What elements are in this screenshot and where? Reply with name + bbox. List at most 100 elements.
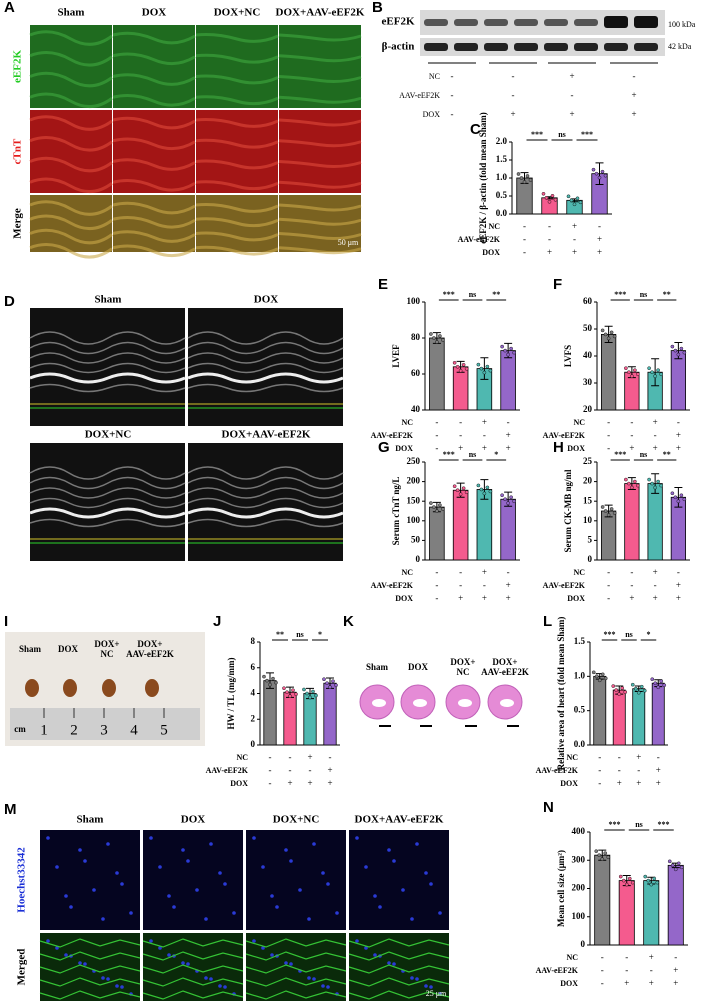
dot (512, 350, 516, 355)
tissue-texture (278, 75, 362, 83)
tissue-texture (195, 118, 279, 128)
sign: + (653, 443, 658, 453)
sign: - (625, 952, 628, 962)
tissue-texture (112, 52, 196, 66)
nucleus (149, 939, 153, 943)
echo-wave (29, 362, 186, 374)
sign: + (569, 71, 574, 81)
echo-wave (29, 497, 186, 509)
sign: - (625, 965, 628, 975)
dot (656, 685, 661, 690)
band (484, 19, 508, 26)
band (634, 43, 658, 51)
nucleus (401, 888, 405, 892)
nucleus (424, 984, 428, 988)
sign: - (435, 443, 438, 453)
dot (603, 332, 608, 337)
dot (550, 193, 555, 198)
nucleus (129, 911, 133, 915)
y-tick-label: 50 (411, 534, 421, 544)
sign: - (607, 580, 610, 590)
dot (482, 491, 487, 496)
sign: - (607, 567, 610, 577)
dot (603, 509, 608, 513)
error-bar (674, 486, 683, 508)
condition-label: NC (573, 568, 585, 577)
sign: + (636, 752, 641, 762)
echo-wave (187, 487, 344, 499)
dot (670, 491, 675, 496)
dot (642, 688, 647, 693)
dot (597, 175, 602, 180)
dot (441, 507, 445, 511)
bar (651, 682, 665, 746)
sign: - (607, 593, 610, 603)
y-tick-label: 1.5 (574, 636, 586, 646)
dot (435, 509, 439, 513)
dot (624, 366, 628, 371)
column-header: Sham (77, 814, 104, 826)
bar (452, 366, 469, 411)
panel-label: G (378, 439, 390, 456)
nucleus (106, 977, 110, 981)
y-axis-label: eEF2K / β-actin (fold mean Sham) (478, 112, 488, 243)
nucleus (326, 985, 330, 989)
band (424, 19, 448, 26)
dot (679, 865, 684, 870)
error-bar (651, 473, 660, 494)
dot (506, 352, 510, 357)
sign: + (307, 778, 312, 788)
panel-label: M (4, 801, 17, 818)
sign: - (674, 952, 677, 962)
sign: + (482, 593, 487, 603)
y-tick-label: 100 (572, 911, 586, 921)
nucleus (312, 977, 316, 981)
sign: - (289, 765, 292, 775)
membrane (245, 977, 347, 987)
dot (636, 690, 641, 695)
y-tick-label: 15 (583, 495, 593, 505)
dot (655, 880, 660, 885)
echo-wave (29, 507, 186, 519)
sign: + (482, 443, 487, 453)
tissue-texture (112, 73, 196, 86)
membrane (348, 964, 450, 974)
nucleus (261, 946, 265, 950)
tissue-texture (195, 74, 279, 85)
membrane (348, 938, 450, 948)
sign: + (653, 593, 658, 603)
panel-label: J (213, 613, 221, 630)
significance-label: ** (276, 630, 284, 639)
tissue-texture (195, 53, 279, 64)
dot (653, 374, 657, 379)
condition-label: AAV-eEF2K (543, 431, 586, 440)
sign: - (523, 247, 526, 257)
micrograph (40, 830, 140, 930)
echo-wave (29, 352, 186, 364)
dot (673, 348, 678, 353)
echo-wave (187, 383, 344, 393)
band (574, 19, 598, 26)
band (514, 43, 538, 51)
nucleus (64, 894, 68, 898)
scale-label: 25 μm (426, 989, 447, 998)
tissue-texture (278, 203, 362, 212)
tissue-texture (112, 178, 196, 192)
nucleus (252, 836, 256, 840)
dot (682, 350, 687, 355)
dot (633, 686, 638, 691)
sign: - (507, 567, 510, 577)
nucleus (115, 871, 119, 875)
nucleus (307, 976, 311, 980)
tissue-texture (29, 115, 113, 131)
sign: - (677, 567, 680, 577)
group-label: DOX (58, 644, 79, 654)
blot (420, 38, 665, 56)
dot (331, 679, 335, 684)
dot (509, 346, 513, 351)
bar (593, 675, 607, 746)
sign: - (451, 90, 454, 100)
dot (285, 690, 289, 695)
nucleus (289, 962, 293, 966)
sign: - (654, 580, 657, 590)
